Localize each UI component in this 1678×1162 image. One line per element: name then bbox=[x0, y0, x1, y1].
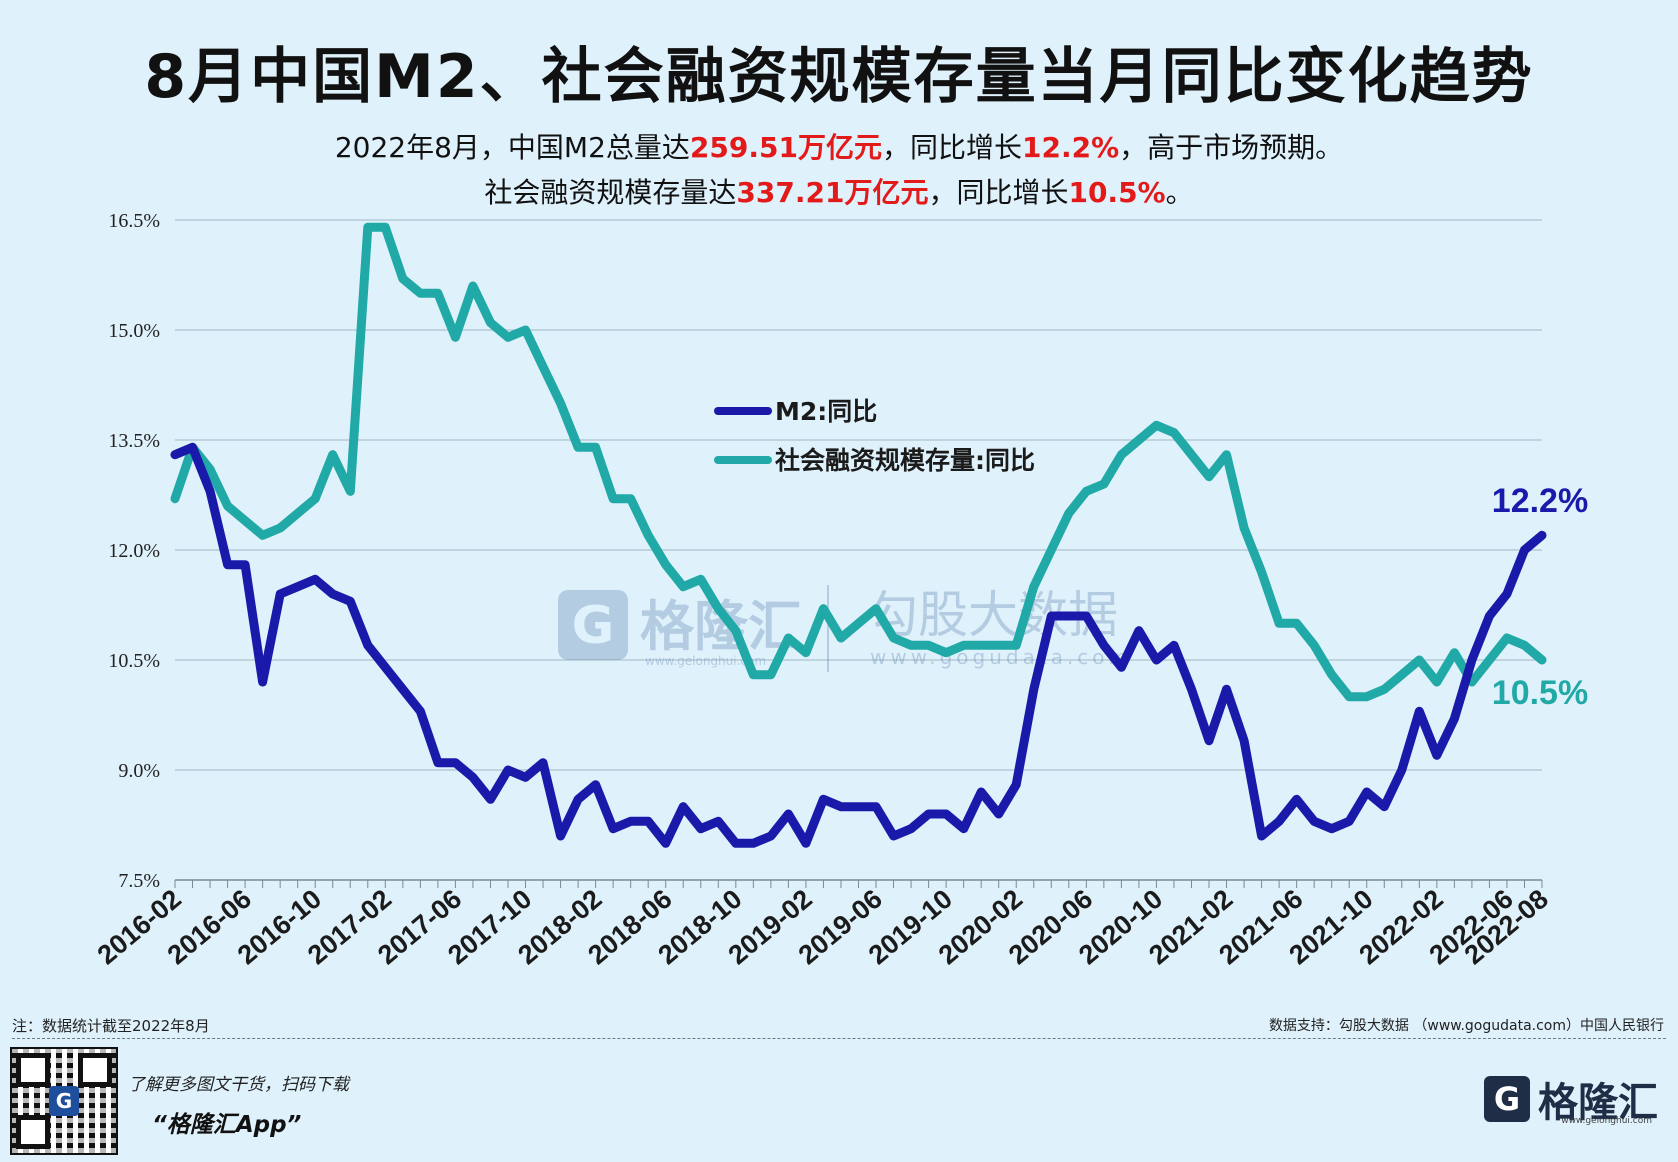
brand-url: www.gelonghui.com bbox=[1561, 1116, 1652, 1126]
subtitle-m2-total: 259.51万亿元 bbox=[689, 131, 882, 164]
footer-divider bbox=[12, 1038, 1666, 1039]
end-label-m2: 12.2% bbox=[1492, 482, 1588, 520]
qr-corner-top-right bbox=[78, 1053, 112, 1087]
qr-corner-bottom-left bbox=[16, 1115, 50, 1149]
subtitle-tsf-text-2: ，同比增长 bbox=[928, 176, 1069, 209]
svg-text:G: G bbox=[572, 596, 615, 656]
line-chart: G 格隆汇 www.gelonghui.com 勾股大数据 www.goguda… bbox=[92, 210, 1589, 970]
series-lines bbox=[170, 222, 1547, 848]
y-tick-label: 16.5% bbox=[108, 210, 160, 232]
y-tick-label: 13.5% bbox=[108, 430, 160, 452]
footnote-note: 注：数据统计截至2022年8月 bbox=[12, 1017, 210, 1035]
subtitle-m2: 2022年8月，中国M2总量达259.51万亿元，同比增长12.2%，高于市场预… bbox=[0, 126, 1678, 166]
watermark-left-url: www.gelonghui.com bbox=[645, 654, 766, 668]
promo-app-name: “格隆汇App” bbox=[152, 1112, 302, 1138]
x-axis: 2016-022016-062016-102017-022017-062017-… bbox=[92, 879, 1554, 970]
end-labels: 12.2% 10.5% bbox=[1492, 482, 1588, 712]
brand-logo: G 格隆汇 bbox=[1484, 1070, 1658, 1128]
qr-corner-top-left bbox=[16, 1053, 50, 1087]
subtitle-tsf-text-3: 。 bbox=[1165, 176, 1194, 209]
subtitle-tsf-text-1: 社会融资规模存量达 bbox=[484, 176, 737, 209]
subtitle-tsf-growth: 10.5% bbox=[1068, 176, 1166, 209]
subtitle-m2-text-3: ，高于市场预期。 bbox=[1119, 131, 1344, 164]
legend-label: M2:同比 bbox=[775, 397, 877, 426]
end-label-tsf: 10.5% bbox=[1492, 674, 1588, 712]
subtitle-m2-text-2: ，同比增长 bbox=[881, 131, 1022, 164]
legend-label: 社会融资规模存量:同比 bbox=[775, 446, 1035, 475]
y-tick-label: 7.5% bbox=[118, 870, 160, 892]
subtitle-m2-growth: 12.2% bbox=[1021, 131, 1120, 164]
subtitle-tsf-total: 337.21万亿元 bbox=[736, 176, 929, 209]
promo-text: 了解更多图文干货，扫码下载 bbox=[128, 1075, 349, 1095]
subtitle-tsf: 社会融资规模存量达337.21万亿元，同比增长10.5%。 bbox=[0, 171, 1678, 211]
series-line-tsf bbox=[170, 222, 1547, 702]
y-tick-label: 15.0% bbox=[108, 320, 160, 342]
subtitle-m2-text-1: 2022年8月，中国M2总量达 bbox=[334, 131, 690, 164]
footnote-source: 数据支持：勾股大数据 （www.gogudata.com）中国人民银行 bbox=[1268, 1018, 1664, 1034]
y-tick-label: 10.5% bbox=[108, 650, 160, 672]
y-axis: 7.5% 9.0% 10.5% 12.0% 13.5% 15.0% 16.5% bbox=[108, 210, 160, 892]
watermark-logo-icon: G bbox=[558, 590, 628, 660]
brand-name: 格隆汇 bbox=[1538, 1080, 1658, 1126]
qr-logo-icon: G bbox=[49, 1086, 79, 1116]
y-tick-label: 12.0% bbox=[108, 540, 160, 562]
chart-title: 8月中国M2、社会融资规模存量当月同比变化趋势 bbox=[144, 42, 1534, 112]
grid-lines bbox=[175, 219, 1542, 771]
y-tick-label: 9.0% bbox=[118, 760, 160, 782]
brand-g-icon: G bbox=[1484, 1076, 1530, 1122]
series-line-m2 bbox=[170, 442, 1547, 848]
qr-code[interactable]: G bbox=[10, 1047, 118, 1155]
